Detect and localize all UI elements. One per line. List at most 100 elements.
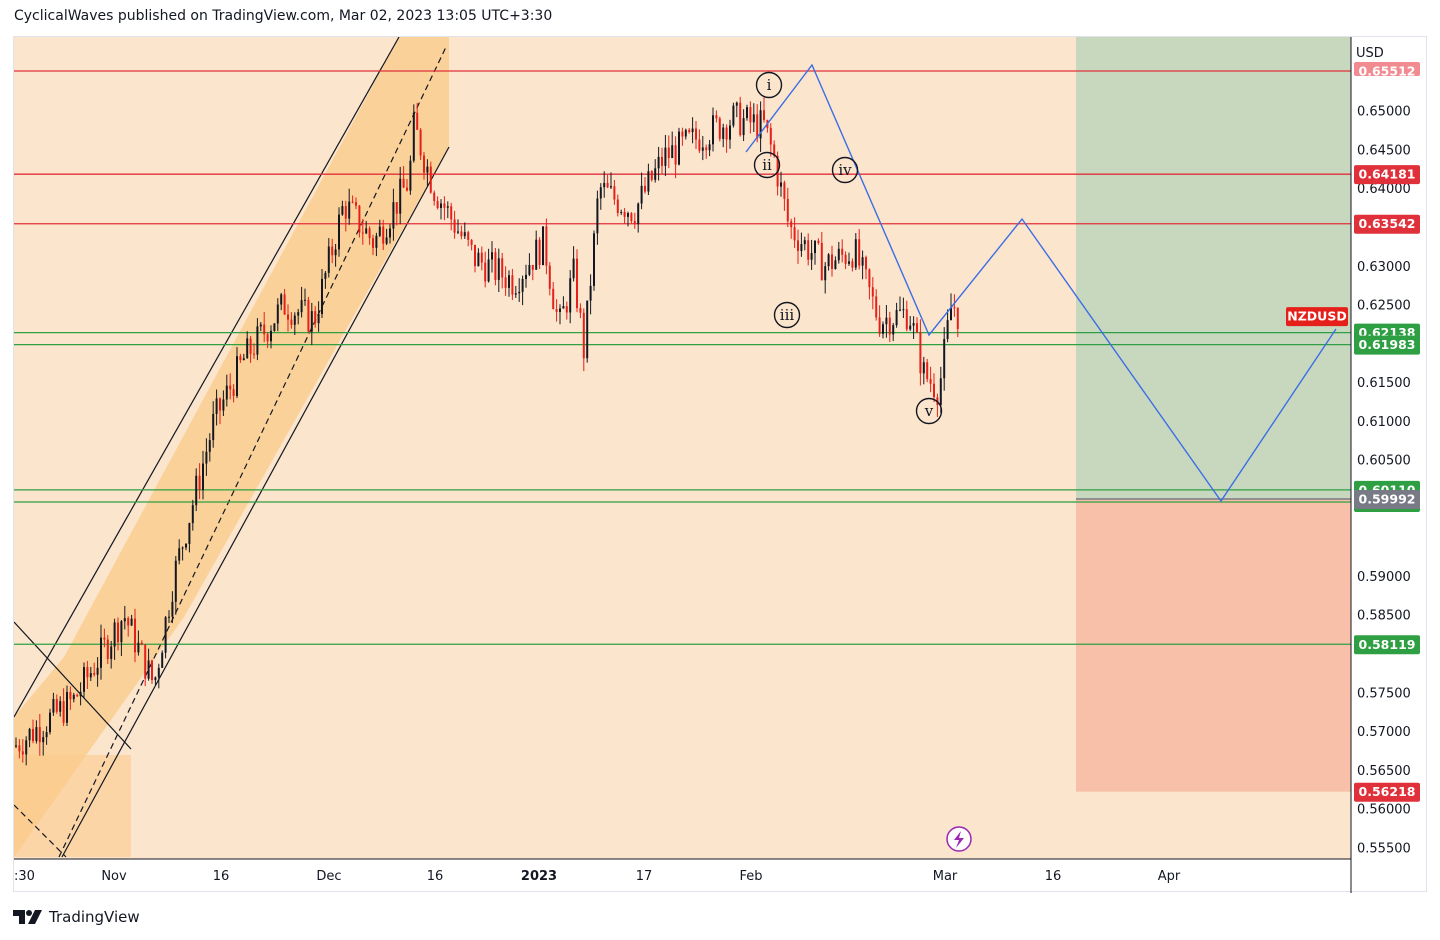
lightning-icon-glyph [954, 831, 964, 848]
candle-body [202, 463, 204, 490]
candle [912, 316, 915, 340]
candle-body [351, 201, 354, 203]
candle [164, 616, 167, 659]
candle [429, 161, 432, 194]
candle-body [657, 156, 660, 169]
candle-body [640, 185, 643, 204]
candle [569, 270, 572, 324]
candle-body [69, 692, 72, 700]
candle [552, 281, 555, 310]
candle [266, 332, 269, 349]
candle-body [232, 389, 235, 396]
candle-body [32, 728, 34, 742]
candle-body [827, 254, 830, 267]
candle [15, 737, 17, 749]
candle-body [824, 266, 827, 281]
candle-body [763, 110, 765, 121]
candle-body [300, 300, 303, 313]
candle-body [375, 235, 378, 248]
candle-body [416, 112, 419, 130]
candle-body [752, 114, 755, 123]
price-tag-0.63542-text: 0.63542 [1359, 216, 1416, 231]
candle [905, 300, 908, 332]
candle-body [742, 118, 745, 136]
wave-label-circle [773, 301, 801, 329]
candle-body [555, 309, 558, 312]
candle-body [392, 202, 395, 229]
candle [304, 288, 306, 306]
candle-body [18, 745, 21, 752]
candle-body [803, 240, 806, 245]
candle-body [664, 147, 667, 166]
candle-body [667, 147, 670, 159]
candle-body [793, 227, 796, 241]
candle [151, 659, 153, 684]
candle-body [62, 701, 65, 723]
candle-body [446, 206, 449, 208]
long-stop-zone [1076, 499, 1351, 792]
candle-body [123, 618, 126, 622]
price-tag-0.58119-box [1354, 635, 1420, 655]
chart-panel[interactable]: i ii iii iv v USD 0.65000 0.64500 0.64000 0.6300… [13, 36, 1428, 893]
candle [436, 196, 439, 210]
candle-body [654, 168, 657, 180]
candle [715, 110, 718, 123]
candle-body [858, 239, 861, 266]
candle [130, 614, 133, 626]
candle-body [552, 288, 555, 310]
candle-body [385, 237, 388, 244]
candle [113, 618, 116, 660]
candle [803, 236, 806, 251]
candle [327, 238, 330, 278]
candle [875, 289, 878, 321]
footer: TradingView [13, 905, 140, 929]
candle-body [389, 228, 391, 238]
candle [470, 238, 473, 251]
symbol-tag: NZDUSD [1286, 307, 1348, 327]
candle-body [810, 253, 813, 260]
candle-body [562, 306, 565, 309]
candle-body [361, 232, 364, 234]
candle-body [273, 323, 276, 331]
candle [691, 117, 694, 144]
wave-label-iv: iv [831, 156, 859, 184]
candle [375, 232, 378, 257]
candle [756, 104, 759, 143]
candle-body [569, 278, 572, 313]
candle [644, 177, 646, 194]
candle-body [225, 385, 228, 400]
candle [504, 266, 507, 296]
candle-body [538, 239, 541, 266]
x-tick-17: 17 [636, 869, 653, 884]
candle [195, 468, 198, 512]
candle-body [684, 129, 687, 137]
candle-body [253, 353, 255, 355]
candle [650, 170, 653, 182]
candle-body [470, 239, 473, 245]
candle [620, 209, 623, 216]
candle-body [344, 206, 347, 219]
candle [610, 172, 612, 190]
price-tag-0.61983: 0.61983 [1354, 335, 1420, 355]
candle-body [518, 291, 521, 294]
candle [477, 248, 480, 267]
candle-body [341, 206, 344, 215]
candle-body [242, 358, 245, 361]
candle-body [443, 203, 446, 208]
candle-body [769, 127, 772, 145]
candle [372, 234, 374, 256]
candle-body [236, 356, 238, 396]
candle [72, 692, 75, 703]
candle-body [66, 692, 68, 723]
candle [718, 116, 721, 142]
candle-body [671, 145, 674, 159]
candle [817, 238, 820, 245]
candle-body [290, 319, 293, 325]
candle-body [511, 275, 514, 295]
candle-body [348, 201, 351, 219]
candle-body [678, 131, 680, 165]
symbol-tag-text: NZDUSD [1287, 309, 1346, 324]
candle [899, 296, 901, 312]
candle [518, 278, 521, 302]
